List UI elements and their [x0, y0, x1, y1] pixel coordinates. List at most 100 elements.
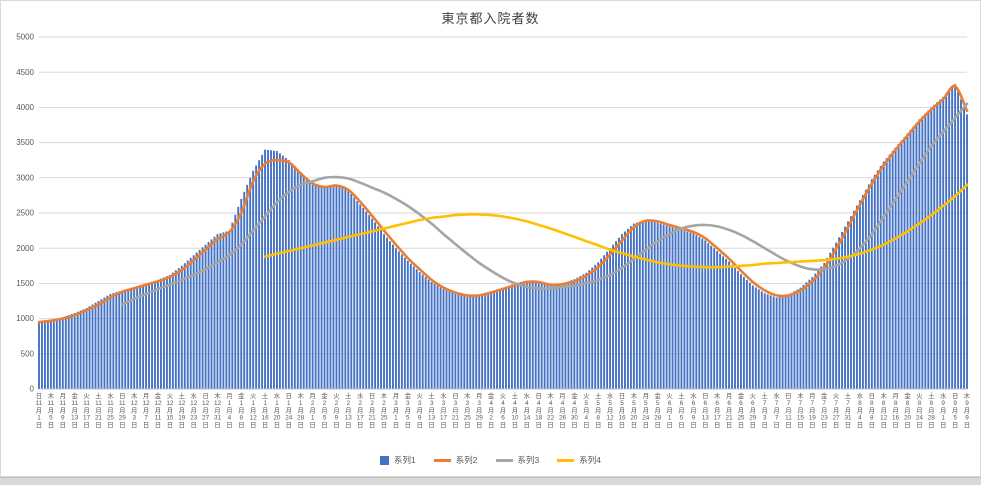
- bar[interactable]: [436, 285, 439, 389]
- bar[interactable]: [296, 169, 299, 389]
- bar[interactable]: [790, 292, 793, 389]
- bar[interactable]: [273, 150, 275, 389]
- bar[interactable]: [162, 277, 165, 389]
- bar[interactable]: [549, 286, 552, 389]
- bar[interactable]: [683, 230, 686, 389]
- bar[interactable]: [38, 322, 40, 389]
- bar[interactable]: [618, 237, 620, 389]
- bar[interactable]: [784, 295, 787, 389]
- bar[interactable]: [481, 293, 484, 389]
- bar[interactable]: [766, 294, 769, 389]
- bar[interactable]: [829, 252, 832, 389]
- bar[interactable]: [237, 206, 240, 389]
- bar[interactable]: [918, 119, 921, 390]
- bar[interactable]: [394, 248, 397, 389]
- bar[interactable]: [299, 172, 302, 389]
- bar[interactable]: [600, 258, 603, 389]
- bar[interactable]: [894, 147, 897, 389]
- bar[interactable]: [912, 126, 915, 389]
- bar[interactable]: [502, 287, 504, 389]
- bar[interactable]: [371, 218, 374, 389]
- bar[interactable]: [70, 314, 73, 389]
- bar[interactable]: [933, 104, 936, 389]
- bar[interactable]: [963, 106, 965, 390]
- bar[interactable]: [171, 272, 174, 389]
- bar[interactable]: [249, 177, 252, 389]
- bar[interactable]: [246, 184, 249, 389]
- bar[interactable]: [136, 286, 139, 389]
- bar[interactable]: [240, 198, 243, 389]
- bar[interactable]: [662, 224, 665, 389]
- bar[interactable]: [870, 179, 873, 389]
- bar[interactable]: [67, 315, 70, 389]
- bar[interactable]: [311, 184, 314, 389]
- bar[interactable]: [52, 319, 55, 389]
- bar[interactable]: [734, 267, 736, 389]
- bar[interactable]: [174, 270, 177, 389]
- legend-item-series3[interactable]: 系列3: [495, 454, 539, 466]
- bar[interactable]: [621, 234, 623, 389]
- bar[interactable]: [945, 93, 948, 390]
- bar[interactable]: [671, 227, 674, 389]
- bar[interactable]: [157, 279, 159, 389]
- bar[interactable]: [787, 294, 790, 389]
- bar[interactable]: [543, 284, 546, 389]
- bar[interactable]: [58, 317, 61, 389]
- bar[interactable]: [430, 281, 433, 389]
- bar[interactable]: [615, 241, 617, 389]
- bar[interactable]: [198, 249, 201, 389]
- bar[interactable]: [799, 287, 802, 389]
- bar[interactable]: [513, 283, 516, 389]
- bar[interactable]: [841, 232, 844, 389]
- bar[interactable]: [644, 220, 647, 389]
- bar[interactable]: [632, 223, 635, 389]
- bar[interactable]: [160, 278, 162, 389]
- bar[interactable]: [552, 285, 555, 389]
- bar[interactable]: [858, 200, 861, 389]
- bar[interactable]: [906, 133, 909, 389]
- bar[interactable]: [353, 197, 356, 389]
- bar[interactable]: [573, 279, 576, 389]
- bar[interactable]: [148, 282, 150, 389]
- bar[interactable]: [668, 226, 671, 389]
- bar[interactable]: [850, 216, 852, 389]
- bar[interactable]: [582, 274, 585, 389]
- bar[interactable]: [731, 264, 733, 389]
- bar[interactable]: [793, 291, 796, 389]
- bar[interactable]: [484, 292, 487, 389]
- bar[interactable]: [954, 84, 957, 390]
- bar[interactable]: [231, 222, 234, 389]
- bar[interactable]: [154, 280, 156, 389]
- bar[interactable]: [677, 229, 680, 389]
- bar[interactable]: [561, 283, 564, 389]
- bar[interactable]: [228, 230, 231, 389]
- bar[interactable]: [519, 281, 522, 389]
- bar[interactable]: [293, 166, 296, 389]
- bar[interactable]: [546, 285, 549, 389]
- bar[interactable]: [442, 289, 445, 389]
- bar[interactable]: [585, 272, 588, 389]
- bar[interactable]: [409, 263, 412, 389]
- bar[interactable]: [737, 271, 739, 389]
- line-series-系列4[interactable]: [263, 183, 969, 269]
- bar[interactable]: [252, 170, 255, 389]
- bar[interactable]: [356, 201, 359, 389]
- bar[interactable]: [344, 189, 347, 389]
- bar[interactable]: [341, 187, 344, 389]
- bar[interactable]: [475, 295, 478, 389]
- bar[interactable]: [472, 295, 475, 389]
- bar[interactable]: [847, 221, 849, 389]
- bar[interactable]: [853, 210, 855, 389]
- bar[interactable]: [814, 273, 817, 389]
- bar[interactable]: [73, 312, 76, 389]
- bar[interactable]: [177, 268, 180, 389]
- bar[interactable]: [213, 236, 216, 389]
- bar[interactable]: [948, 90, 951, 390]
- bar[interactable]: [772, 296, 775, 389]
- bar[interactable]: [383, 234, 385, 389]
- bar[interactable]: [302, 175, 305, 389]
- legend-item-series1[interactable]: 系列1: [380, 454, 416, 466]
- bar[interactable]: [778, 296, 781, 389]
- bar[interactable]: [106, 295, 109, 389]
- bar[interactable]: [591, 267, 594, 389]
